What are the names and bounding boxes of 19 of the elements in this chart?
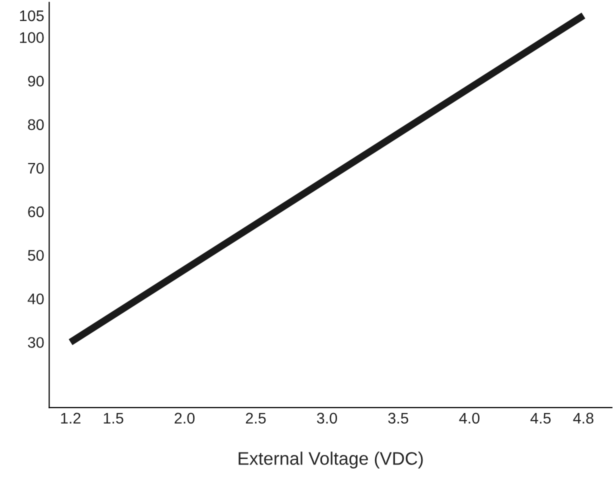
y-tick-label: 80 — [28, 119, 44, 130]
y-tick-label: 105 — [20, 10, 44, 22]
x-tick-label: 4.5 — [530, 412, 551, 424]
x-tick-label: 2.0 — [174, 412, 195, 424]
x-tick-label: 2.5 — [246, 412, 266, 424]
y-tick-label: 100 — [20, 32, 44, 43]
y-tick-label: 40 — [28, 294, 44, 304]
y-tick-label: 50 — [28, 250, 44, 261]
x-tick-label: 1.5 — [104, 412, 124, 424]
x-tick-label: 1.2 — [61, 412, 80, 424]
y-tick-label: 90 — [28, 76, 44, 87]
x-tick-label: 4.8 — [573, 412, 594, 424]
y-tick-label: 30 — [28, 337, 44, 348]
x-tick-label: 3.5 — [388, 412, 408, 424]
x-tick-label: 3.0 — [316, 412, 338, 424]
x-axis-title: External Voltage (VDC) — [238, 452, 423, 468]
y-tick-label: 60 — [28, 206, 44, 218]
y-tick-label: 70 — [28, 162, 44, 174]
x-tick-label: 4.0 — [459, 412, 480, 424]
